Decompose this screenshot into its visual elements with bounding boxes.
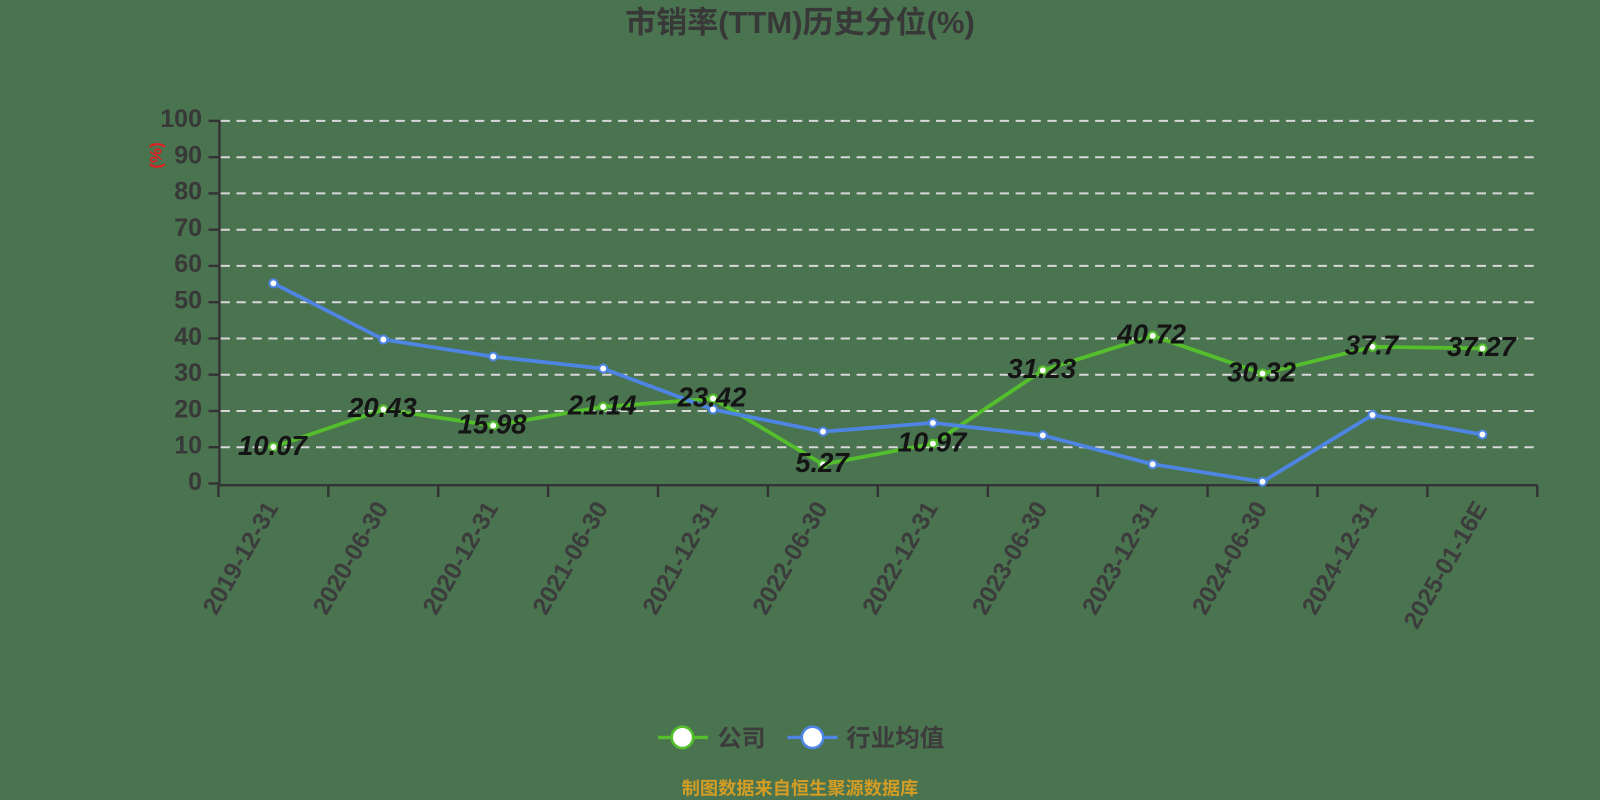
svg-text:60: 60: [174, 250, 202, 278]
svg-text:2020-12-31: 2020-12-31: [418, 497, 504, 619]
svg-text:21.14: 21.14: [567, 390, 637, 421]
svg-text:23.42: 23.42: [677, 381, 748, 412]
svg-text:90: 90: [174, 142, 202, 170]
svg-text:10.97: 10.97: [897, 427, 968, 458]
svg-text:(%): (%): [927, 5, 975, 40]
svg-text:50: 50: [174, 287, 202, 315]
svg-text:2025-01-16E: 2025-01-16E: [1399, 497, 1493, 633]
svg-text:20.43: 20.43: [347, 392, 417, 423]
svg-text:20: 20: [174, 395, 202, 423]
svg-text:(%): (%): [147, 142, 166, 168]
svg-text:37.27: 37.27: [1447, 331, 1518, 362]
svg-text:2021-06-30: 2021-06-30: [528, 497, 614, 619]
svg-text:10.07: 10.07: [238, 430, 309, 461]
svg-text:80: 80: [174, 178, 202, 206]
svg-text:2021-12-31: 2021-12-31: [638, 497, 724, 619]
svg-text:5.27: 5.27: [795, 447, 850, 478]
svg-text:2023-06-30: 2023-06-30: [967, 497, 1053, 619]
svg-text:40.72: 40.72: [1116, 319, 1187, 350]
svg-text:15.98: 15.98: [458, 408, 528, 439]
svg-text:2022-06-30: 2022-06-30: [748, 497, 834, 619]
svg-text:2024-12-31: 2024-12-31: [1297, 497, 1383, 619]
svg-text:100: 100: [160, 105, 202, 133]
svg-text:2022-12-31: 2022-12-31: [858, 497, 944, 619]
svg-text:2024-06-30: 2024-06-30: [1187, 497, 1273, 619]
svg-text:30: 30: [174, 359, 202, 387]
svg-text:40: 40: [174, 323, 202, 351]
svg-text:70: 70: [174, 214, 202, 242]
svg-text:10: 10: [174, 432, 202, 460]
svg-text:(TTM): (TTM): [718, 5, 802, 40]
svg-text:2020-06-30: 2020-06-30: [308, 497, 394, 619]
svg-text:2019-12-31: 2019-12-31: [198, 497, 284, 619]
svg-text:31.23: 31.23: [1007, 353, 1076, 384]
svg-text:37.7: 37.7: [1345, 330, 1400, 361]
svg-text:0: 0: [188, 468, 202, 496]
svg-text:30.32: 30.32: [1227, 356, 1297, 387]
svg-text:2023-12-31: 2023-12-31: [1077, 497, 1163, 619]
